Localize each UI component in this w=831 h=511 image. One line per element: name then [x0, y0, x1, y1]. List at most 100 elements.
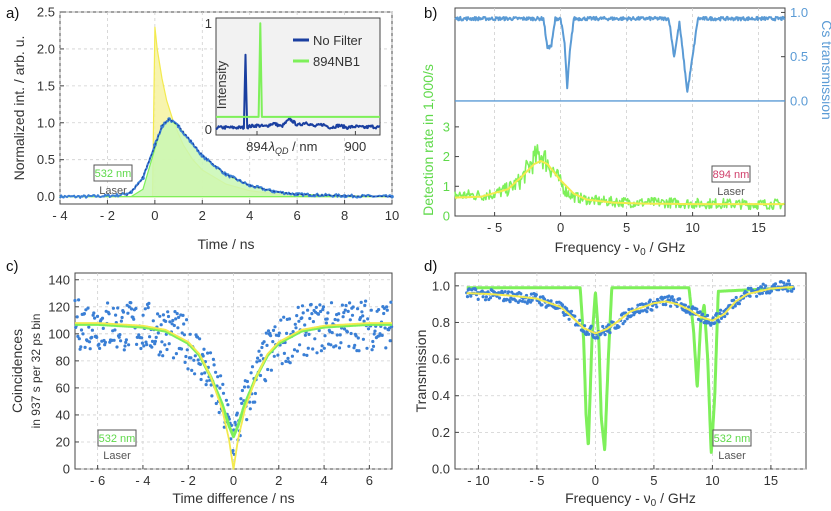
- data-point: [329, 301, 334, 305]
- data-point: [282, 315, 286, 319]
- data-point: [737, 302, 742, 306]
- y-tick-label: 1: [443, 179, 450, 194]
- data-point: [271, 340, 275, 344]
- data-point: [699, 319, 703, 323]
- data-point: [159, 323, 163, 327]
- data-point: [314, 305, 318, 309]
- data-point: [337, 312, 341, 316]
- data-point: [520, 299, 525, 303]
- panel-label: b): [424, 5, 437, 22]
- data-point: [764, 284, 768, 288]
- y-axis-label: Coincidences: [9, 329, 25, 413]
- data-point: [248, 407, 252, 411]
- data-point: [342, 194, 347, 198]
- data-point: [480, 289, 484, 293]
- data-point: [313, 337, 317, 341]
- data-point: [369, 308, 373, 312]
- data-point: [179, 347, 184, 351]
- x-axis-label: Time / ns: [197, 236, 254, 252]
- data-point: [629, 314, 633, 318]
- data-point: [679, 302, 683, 306]
- data-point: [714, 312, 719, 316]
- data-point: [161, 313, 165, 317]
- data-point: [174, 352, 178, 356]
- data-point: [123, 344, 127, 348]
- data-point: [141, 313, 145, 317]
- data-point: [300, 304, 305, 308]
- data-point: [107, 312, 111, 316]
- data-point: [127, 343, 131, 347]
- data-point: [216, 375, 220, 379]
- data-point: [212, 363, 216, 367]
- data-point: [88, 347, 92, 351]
- data-point: [329, 343, 333, 347]
- data-point: [378, 332, 382, 336]
- data-point: [309, 302, 313, 307]
- data-point: [231, 449, 235, 453]
- laser-wavelength: 532 nm: [95, 168, 132, 180]
- x-tick-label: 0: [592, 473, 599, 488]
- x-tick-label: 0: [230, 473, 237, 488]
- y-tick-label: 1.5: [37, 78, 55, 93]
- data-point: [260, 345, 264, 350]
- data-point: [301, 311, 305, 315]
- data-point: [124, 338, 128, 342]
- data-point: [389, 300, 393, 304]
- data-point: [269, 334, 273, 338]
- data-point: [82, 312, 86, 316]
- data-point: [224, 398, 228, 402]
- data-point: [158, 314, 162, 318]
- panel-a: - 4- 2 0 2 4 6 8 100.00.51.01.52.02.5a)Time / …: [6, 5, 399, 253]
- data-point: [132, 317, 136, 321]
- data-point: [303, 333, 307, 337]
- laser-wavelength: 532 nm: [714, 433, 751, 445]
- data-point: [672, 298, 676, 302]
- data-point: [300, 316, 304, 320]
- data-point: [186, 367, 190, 371]
- data-point: [221, 391, 226, 395]
- data-point: [348, 318, 352, 322]
- data-point: [264, 379, 268, 383]
- data-point: [164, 319, 168, 323]
- data-point: [746, 286, 751, 290]
- data-point: [161, 354, 165, 358]
- data-point: [172, 323, 176, 328]
- data-point: [239, 397, 243, 401]
- x-tick-label: 15: [751, 220, 765, 235]
- laser-wavelength-box: [712, 429, 752, 447]
- data-point: [701, 312, 705, 316]
- data-point: [277, 334, 281, 338]
- y-tick-label: 20: [56, 434, 70, 449]
- data-point: [217, 410, 221, 415]
- data-point: [519, 292, 523, 296]
- x-axis-label-sub: 0: [640, 247, 646, 258]
- data-point: [787, 282, 792, 286]
- data-point: [79, 345, 83, 349]
- y-tick-label: 2: [443, 149, 450, 164]
- data-point: [347, 344, 351, 348]
- data-point: [719, 308, 723, 312]
- x-tick-label: - 4: [52, 208, 67, 223]
- data-point: [258, 359, 262, 363]
- data-point: [163, 343, 167, 347]
- y-tick-label: 0.0: [37, 189, 55, 204]
- data-point: [298, 343, 302, 347]
- data-point: [705, 321, 709, 325]
- data-point: [201, 354, 205, 358]
- x-tick-label: 5: [623, 220, 630, 235]
- data-point: [336, 318, 340, 322]
- data-point: [140, 336, 144, 340]
- data-point: [246, 385, 250, 389]
- data-point: [120, 315, 124, 320]
- data-point: [235, 411, 239, 415]
- data-point: [272, 354, 276, 358]
- data-point: [293, 322, 297, 326]
- inset-y-tick-label: 0: [205, 122, 212, 137]
- data-point: [483, 298, 488, 302]
- data-point: [297, 319, 301, 323]
- data-point: [90, 335, 94, 339]
- data-point: [361, 314, 365, 318]
- x-tick-label: 8: [341, 208, 348, 223]
- x-tick-label: - 4: [135, 473, 150, 488]
